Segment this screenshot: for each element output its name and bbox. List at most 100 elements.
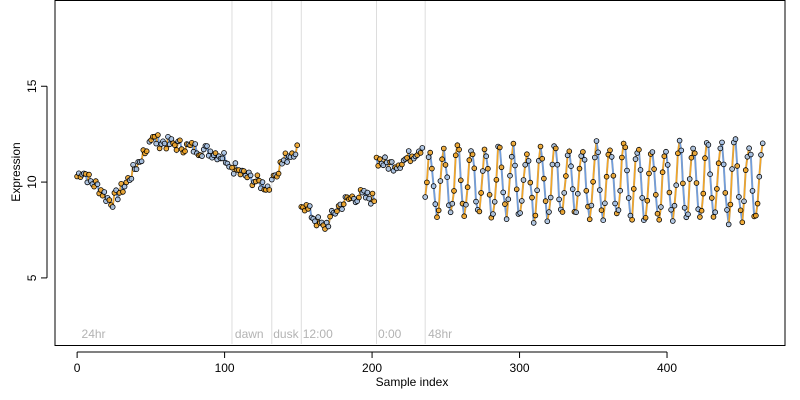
data-point (639, 195, 645, 201)
deviation-segment (500, 167, 504, 193)
data-point (527, 179, 534, 186)
data-point (549, 161, 556, 168)
deviation-segment (534, 190, 538, 216)
data-point (532, 212, 539, 219)
data-point (625, 195, 632, 201)
deviation-segment (515, 189, 520, 215)
data-point (541, 175, 547, 182)
deviation-segment (727, 204, 732, 225)
deviation-segment (512, 143, 516, 166)
data-point (447, 209, 454, 216)
data-point (615, 207, 622, 213)
data-point (590, 179, 596, 185)
data-point (457, 177, 464, 184)
data-point (161, 140, 168, 147)
data-point (646, 170, 652, 177)
data-point (534, 187, 540, 194)
deviation-segment (493, 179, 498, 202)
data-point (681, 205, 688, 211)
region-label: 24hr (82, 327, 106, 341)
data-point (561, 190, 567, 196)
deviation-segment (729, 168, 733, 205)
data-point (742, 167, 749, 173)
data-point (691, 150, 698, 157)
data-point (451, 188, 457, 194)
data-point (325, 223, 332, 230)
data-point (430, 183, 437, 189)
data-point (182, 148, 188, 155)
data-point (715, 160, 722, 167)
deviation-segment (466, 160, 471, 188)
data-point (524, 151, 530, 158)
data-point (106, 197, 113, 203)
data-point (724, 207, 730, 213)
data-point (525, 158, 532, 164)
deviation-segment (646, 173, 650, 201)
data-point (732, 136, 739, 142)
data-point (568, 163, 574, 170)
x-tick-label: 0 (74, 361, 81, 375)
deviation-segment (687, 178, 691, 215)
data-point (725, 221, 732, 228)
data-point (652, 192, 659, 198)
x-tick-label: 100 (215, 361, 235, 375)
deviation-segment (619, 157, 623, 191)
data-point (364, 189, 371, 196)
data-point (496, 144, 503, 151)
data-point (664, 162, 671, 168)
deviation-segment (610, 156, 615, 176)
deviation-segment (675, 153, 679, 186)
data-point (629, 217, 635, 223)
data-point (537, 143, 544, 150)
deviation-segment (536, 160, 540, 191)
data-point (720, 161, 727, 168)
x-tick-label: 400 (657, 361, 677, 375)
data-point (566, 148, 573, 155)
region-labels: 24hr dawn dusk 12:00 0:00 48hr (82, 327, 453, 341)
data-point (254, 172, 261, 179)
data-point (708, 195, 715, 201)
x-axis: 0 100 200 300 400 (74, 351, 677, 375)
deviation-segment (700, 193, 705, 211)
data-point (138, 158, 145, 165)
data-point (737, 207, 744, 214)
deviation-segment (509, 156, 513, 176)
data-point (666, 189, 673, 196)
data-point (275, 170, 282, 177)
data-point (327, 213, 333, 220)
data-point (559, 209, 566, 215)
data-point (581, 157, 588, 163)
deviation-segment (577, 168, 581, 194)
data-point (432, 201, 439, 207)
data-point (539, 155, 545, 162)
deviation-segment (458, 149, 462, 181)
data-point (424, 179, 430, 186)
data-point (221, 150, 227, 156)
data-point (385, 166, 392, 172)
data-point (552, 145, 559, 152)
series-points (74, 132, 766, 232)
deviation-segment (543, 178, 547, 202)
deviation-segment (592, 157, 596, 182)
data-point (608, 154, 615, 160)
data-point (747, 151, 754, 158)
deviation-segment (480, 170, 484, 193)
data-point (593, 138, 600, 144)
data-point (478, 190, 484, 196)
deviation-segment (639, 169, 643, 198)
data-point (479, 168, 486, 174)
data-point (417, 150, 424, 156)
x-axis-title: Sample index (376, 375, 449, 389)
deviation-segment (680, 150, 684, 184)
data-point (690, 145, 696, 152)
data-point (586, 216, 593, 223)
y-axis: 5 10 15 (25, 79, 48, 281)
deviation-segment (499, 147, 503, 168)
deviation-segment (437, 180, 442, 211)
data-point (583, 188, 590, 194)
data-point (676, 137, 683, 144)
data-point (101, 189, 108, 195)
data-point (686, 176, 693, 182)
data-point (518, 198, 525, 204)
data-point (739, 219, 746, 226)
